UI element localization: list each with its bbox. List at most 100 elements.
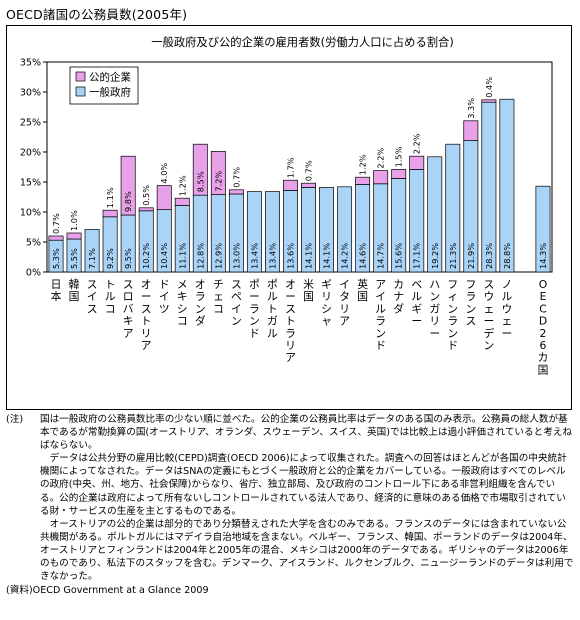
category-label: ラ: [195, 290, 206, 303]
bar-value-label: 0.5%: [141, 185, 151, 206]
bar-public-enterprise: [156, 185, 172, 210]
category-label: ラ: [447, 315, 458, 328]
category-label: ル: [375, 302, 386, 315]
category-label: ハ: [429, 278, 440, 291]
y-tick-label: 20%: [20, 148, 41, 159]
category-label: ア: [123, 327, 134, 340]
chart-title: 一般政府及び公的企業の雇用者数(労働力人口に占める割合): [151, 35, 454, 49]
bar-general-government: [337, 186, 353, 273]
category-label: ト: [105, 278, 116, 291]
bar-public-enterprise: [481, 99, 497, 103]
category-label: ス: [123, 278, 134, 291]
bar-value-label: 4.0%: [159, 163, 169, 184]
category-label: リ: [429, 315, 440, 328]
bar-value-label: 14.1%: [304, 243, 314, 269]
category-label: ガ: [429, 302, 440, 315]
bar-public-enterprise: [210, 151, 226, 195]
category-label: デ: [483, 326, 494, 340]
bar-general-government: [445, 143, 461, 273]
category-label: ア: [141, 339, 152, 352]
category-label: イ: [159, 290, 170, 303]
category-label: ル: [502, 290, 513, 303]
bar-public-enterprise: [48, 235, 64, 241]
category-label: ド: [249, 327, 260, 340]
category-label: 6: [540, 339, 547, 352]
bar-value-label: 11.1%: [177, 243, 187, 269]
category-label: 本: [51, 289, 62, 303]
chart-frame: 一般政府及び公的企業の雇用者数(労働力人口に占める割合) 0% 5% 10% 15% 20…: [6, 25, 572, 410]
stacked-bar-chart: 一般政府及び公的企業の雇用者数(労働力人口に占める割合)0%5%10%15%20…: [20, 35, 553, 376]
notes-section: (注) 国は一般政府の公務員数比率の少ない順に並べた。公的企業の公務員比率はデー…: [6, 413, 574, 597]
bar-value-label: 0.7%: [231, 167, 241, 188]
category-label: 国: [303, 290, 314, 303]
bar-public-enterprise: [192, 143, 208, 196]
category-label: ー: [483, 315, 494, 328]
category-label: 国: [69, 290, 80, 303]
category-label: ン: [483, 339, 494, 352]
category-label: ス: [87, 278, 98, 291]
category-label: 国: [538, 363, 549, 376]
bar-value-label: 2.2%: [376, 148, 386, 169]
category-label: ス: [87, 302, 98, 315]
category-label: ス: [465, 315, 476, 328]
y-tick-label: 5%: [26, 238, 41, 249]
category-label: ィ: [447, 290, 458, 303]
bar-value-label: 1.2%: [177, 175, 187, 196]
bar-value-label: 0.7%: [51, 213, 61, 234]
bar-public-enterprise: [228, 189, 244, 195]
bar-value-label: 13.0%: [231, 243, 241, 269]
category-label: ド: [159, 278, 170, 291]
category-label: コ: [105, 302, 116, 315]
category-label: メ: [177, 278, 188, 291]
bar-general-government: [264, 191, 280, 273]
category-label: ツ: [159, 302, 170, 315]
bar-value-label: 7.1%: [87, 248, 97, 269]
bar-value-label: 2.2%: [412, 133, 422, 154]
bar-general-government: [246, 191, 262, 273]
category-label: ト: [141, 315, 152, 328]
bar-value-label: 28.3%: [484, 243, 494, 269]
bar-public-enterprise: [301, 182, 316, 188]
category-label: イ: [375, 290, 386, 303]
category-label: 英: [357, 277, 368, 291]
bar-value-label: 19.2%: [430, 243, 440, 269]
category-label: ダ: [195, 314, 206, 328]
category-label: ン: [447, 302, 458, 315]
y-tick-label: 25%: [20, 118, 41, 129]
category-label: ト: [285, 315, 296, 328]
bar-value-label: 28.8%: [502, 243, 512, 269]
category-label: ト: [267, 302, 278, 315]
category-label: ア: [375, 278, 386, 291]
legend-label: 一般政府: [89, 86, 131, 99]
bar-value-label: 21.3%: [448, 243, 458, 269]
bar-public-enterprise: [283, 179, 298, 191]
category-label: ル: [105, 290, 116, 303]
category-label: リ: [285, 339, 296, 352]
category-label: シ: [177, 302, 188, 315]
bar-value-label: 14.3%: [538, 243, 548, 269]
bar-public-enterprise: [174, 197, 190, 206]
category-label: ル: [267, 290, 278, 303]
bar-general-government: [319, 187, 335, 273]
bar-value-label: 0.4%: [484, 77, 494, 98]
category-label: ン: [429, 290, 440, 303]
category-label: ー: [249, 290, 260, 303]
bar-general-government: [427, 156, 443, 273]
category-label: ン: [231, 315, 242, 328]
bar-value-label: 1.2%: [358, 154, 368, 175]
category-label: チ: [213, 278, 224, 291]
bar-value-label: 17.1%: [412, 243, 422, 269]
bar-value-label: 9.5%: [123, 248, 133, 269]
notes-label: (注): [6, 414, 24, 425]
legend-swatch: [75, 86, 86, 97]
bar-value-label: 7.2%: [213, 171, 223, 192]
category-label: O: [539, 278, 548, 291]
bar-value-label: 1.7%: [285, 157, 295, 178]
category-label: オ: [285, 278, 296, 291]
y-tick-label: 15%: [20, 178, 41, 189]
bar-public-enterprise: [102, 209, 118, 218]
category-label: 日: [51, 278, 62, 291]
legend-label: 公的企業: [89, 71, 131, 84]
category-label: ェ: [483, 302, 494, 315]
category-label: コ: [177, 315, 188, 328]
